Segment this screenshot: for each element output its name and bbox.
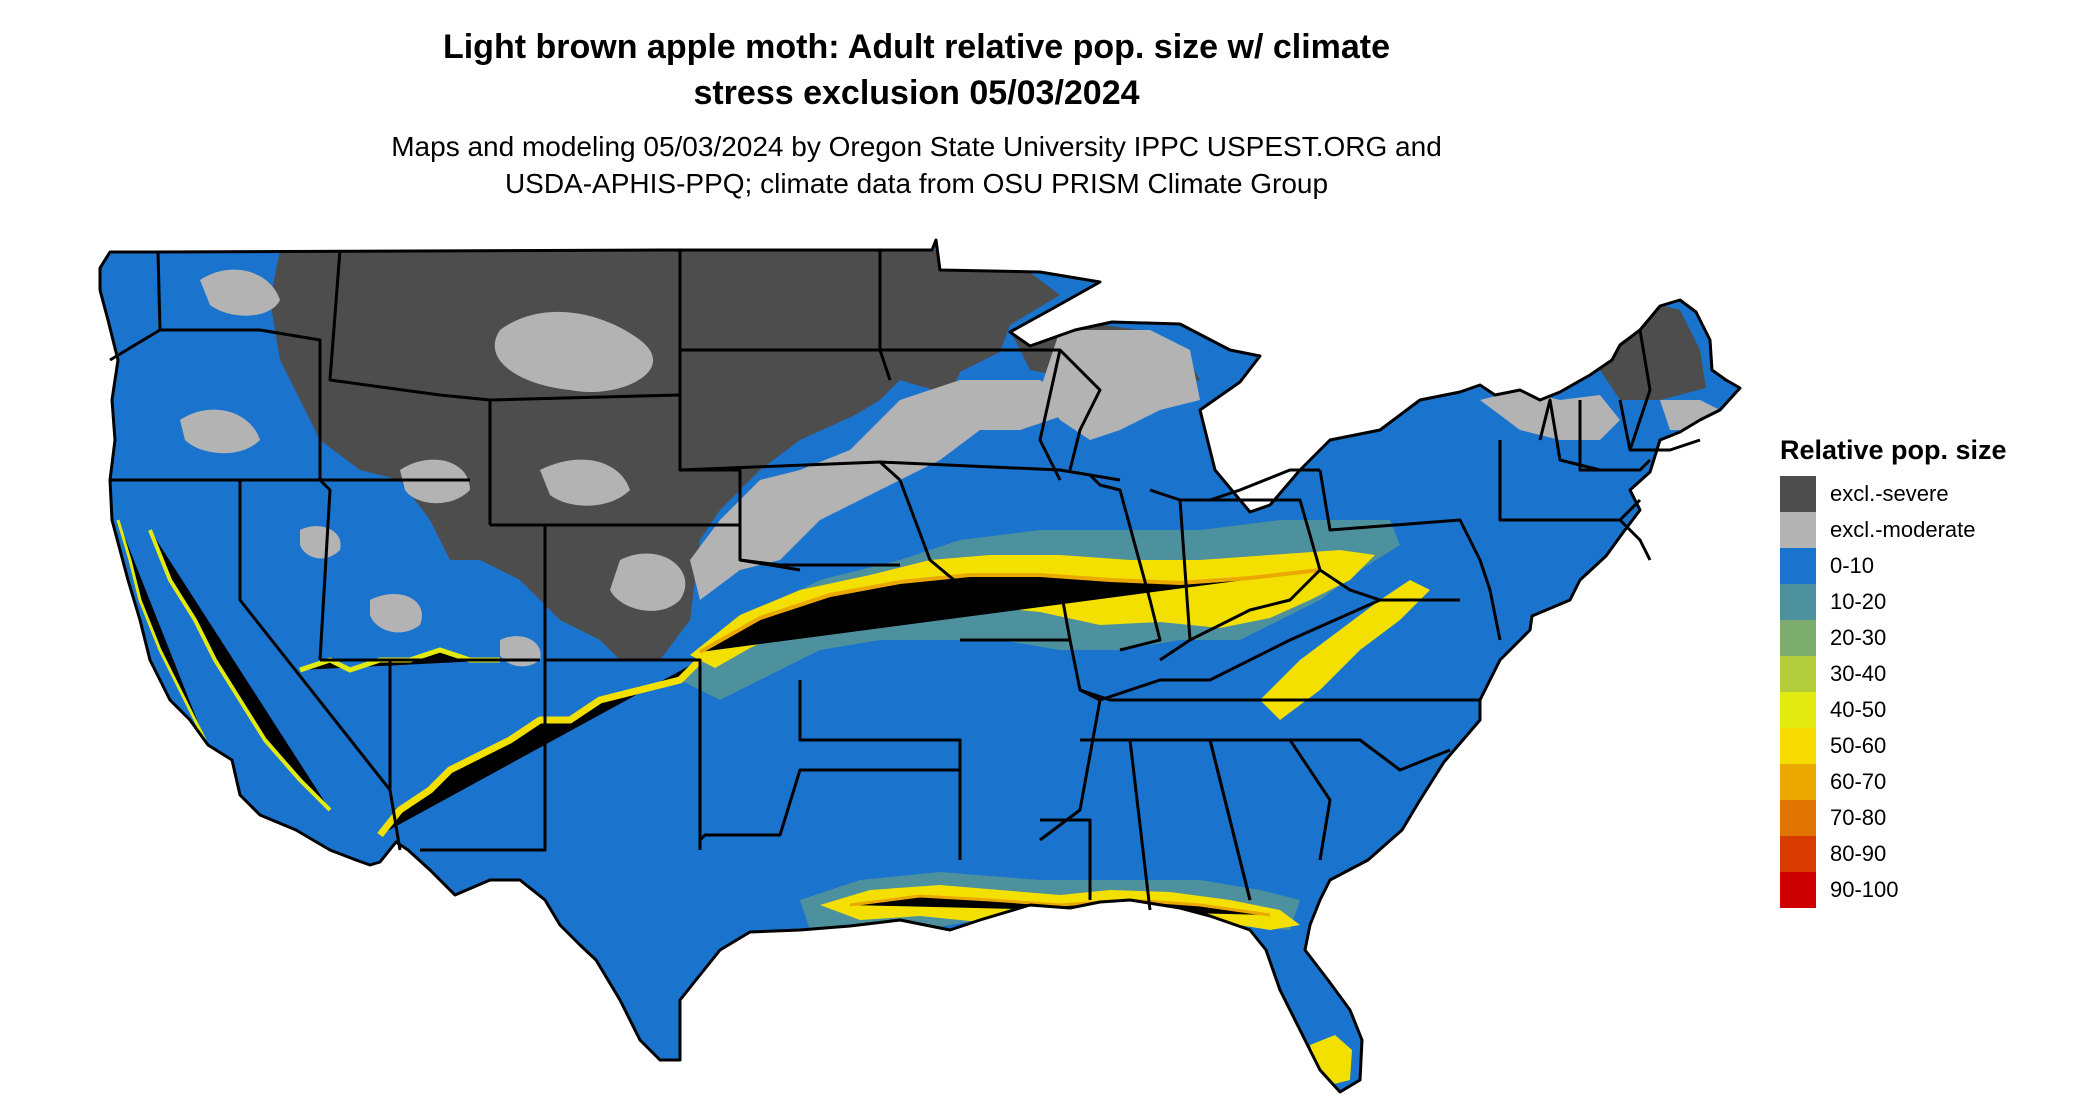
legend-swatch: [1780, 764, 1816, 800]
title-line-2: stress exclusion 05/03/2024: [693, 74, 1140, 112]
title-line-1: Light brown apple moth: Adult relative p…: [442, 28, 1391, 66]
legend-item-30-40: 30-40: [1780, 656, 2090, 692]
zone-50-60-appalachia: [1260, 580, 1430, 720]
legend-swatch: [1780, 620, 1816, 656]
legend-item-70-80: 70-80: [1780, 800, 2090, 836]
legend-swatch: [1780, 584, 1816, 620]
legend-label: 0-10: [1830, 553, 1875, 578]
map-subtitle: Maps and modeling 05/03/2024 by Oregon S…: [0, 128, 1833, 202]
legend-label: 20-30: [1830, 625, 1887, 650]
legend-swatch: [1780, 476, 1816, 512]
legend-swatch: [1780, 548, 1816, 584]
legend-items: excl.-severe excl.-moderate 0-10 10-20 2…: [1780, 476, 2090, 908]
legend-swatch: [1780, 728, 1816, 764]
zone-excl-moderate: [180, 269, 1720, 667]
zone-40-50-california-coast: [116, 519, 207, 741]
legend-label: 90-100: [1830, 877, 1899, 902]
legend-label: 60-70: [1830, 769, 1887, 794]
legend-item-excl-severe: excl.-severe: [1780, 476, 2090, 512]
subtitle-line-2: USDA-APHIS-PPQ; climate data from OSU PR…: [504, 168, 1329, 199]
legend-label: 80-90: [1830, 841, 1887, 866]
legend-item-60-70: 60-70: [1780, 764, 2090, 800]
legend-swatch: [1780, 512, 1816, 548]
legend-swatch: [1780, 800, 1816, 836]
legend-swatch: [1780, 872, 1816, 908]
legend-label: 10-20: [1830, 589, 1887, 614]
subtitle-line-1: Maps and modeling 05/03/2024 by Oregon S…: [391, 131, 1442, 162]
legend-label: excl.-severe: [1830, 481, 1949, 506]
legend-item-40-50: 40-50: [1780, 692, 2090, 728]
legend-label: 30-40: [1830, 661, 1887, 686]
legend-swatch: [1780, 836, 1816, 872]
zone-excl-severe: [270, 250, 1060, 660]
legend-label: 70-80: [1830, 805, 1887, 830]
legend-item-50-60: 50-60: [1780, 728, 2090, 764]
legend-swatch: [1780, 656, 1816, 692]
zone-60-70-central: [699, 568, 1321, 654]
legend-item-20-30: 20-30: [1780, 620, 2090, 656]
legend-swatch: [1780, 692, 1816, 728]
legend-item-80-90: 80-90: [1780, 836, 2090, 872]
map-title: Light brown apple moth: Adult relative p…: [0, 24, 1833, 116]
zone-40-50-california: [148, 529, 332, 812]
us-map: [98, 238, 1742, 1094]
legend: Relative pop. size excl.-severe excl.-mo…: [1780, 432, 2090, 908]
legend-item-excl-moderate: excl.-moderate: [1780, 512, 2090, 548]
legend-label: excl.-moderate: [1830, 517, 1976, 542]
legend-label: 40-50: [1830, 697, 1887, 722]
legend-item-0-10: 0-10: [1780, 548, 2090, 584]
zone-50-60-southwest: [377, 657, 703, 838]
legend-item-10-20: 10-20: [1780, 584, 2090, 620]
zone-50-60-florida: [1310, 1035, 1352, 1085]
state-borders: [98, 238, 1742, 1094]
legend-label: 50-60: [1830, 733, 1887, 758]
legend-title: Relative pop. size: [1780, 435, 2007, 465]
legend-item-90-100: 90-100: [1780, 872, 2090, 908]
